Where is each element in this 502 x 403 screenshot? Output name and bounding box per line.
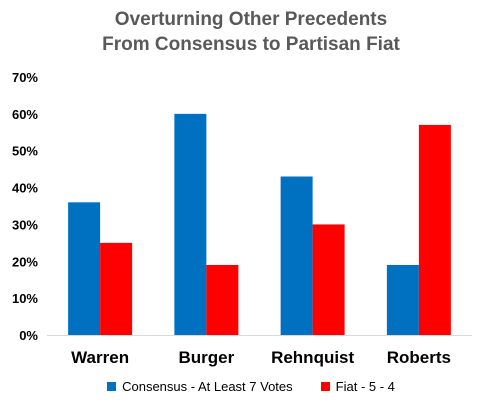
- legend-label-consensus: Consensus - At Least 7 Votes: [122, 379, 293, 394]
- legend-item-consensus: Consensus - At Least 7 Votes: [107, 379, 293, 394]
- chart-legend: Consensus - At Least 7 Votes Fiat - 5 - …: [0, 379, 502, 394]
- y-tick-label: 40%: [12, 181, 38, 196]
- chart-subtitle: From Consensus to Partisan Fiat: [102, 34, 400, 55]
- y-tick-label: 60%: [12, 107, 38, 122]
- bar-fiat-roberts: [418, 124, 451, 336]
- legend-swatch-fiat: [320, 382, 330, 391]
- y-tick-label: 50%: [12, 144, 38, 159]
- legend-label-fiat: Fiat - 5 - 4: [335, 379, 395, 394]
- x-tick-label: Roberts: [387, 348, 451, 367]
- bar-fiat-rehnquist: [312, 224, 345, 335]
- x-tick-label: Warren: [71, 348, 129, 367]
- bar-consensus-roberts: [386, 264, 419, 335]
- bar-fiat-warren: [100, 242, 133, 335]
- bar-consensus-rehnquist: [280, 176, 313, 335]
- legend-swatch-consensus: [107, 382, 117, 391]
- y-tick-label: 70%: [12, 70, 38, 85]
- y-tick-label: 10%: [12, 291, 38, 306]
- y-tick-label: 20%: [12, 254, 38, 269]
- chart-title: Overturning Other Precedents: [114, 9, 388, 30]
- x-tick-label: Burger: [179, 348, 235, 367]
- y-tick-label: 30%: [12, 217, 38, 232]
- legend-item-fiat: Fiat - 5 - 4: [320, 379, 395, 394]
- bar-consensus-burger: [174, 113, 207, 335]
- bar-consensus-warren: [68, 202, 101, 335]
- bar-fiat-burger: [206, 264, 239, 335]
- y-tick-label: 0%: [19, 328, 38, 343]
- x-tick-label: Rehnquist: [271, 348, 354, 367]
